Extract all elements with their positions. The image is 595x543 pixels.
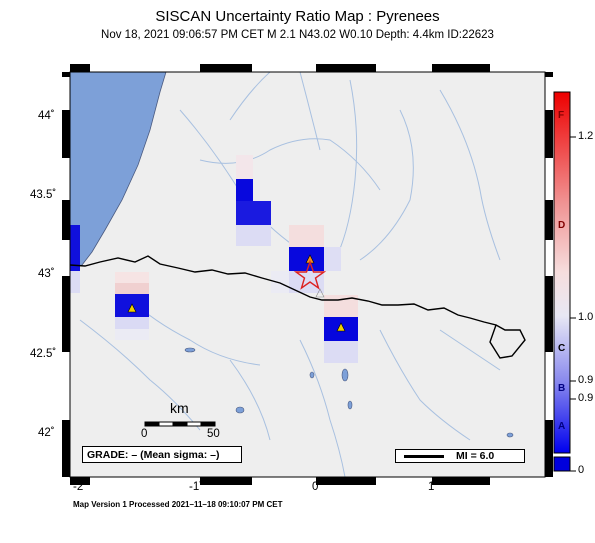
national-border	[70, 255, 526, 359]
colorbar-letter-d: D	[558, 220, 566, 231]
map-frame	[69, 71, 546, 478]
colorbar-value-1-2: 1.2	[578, 130, 594, 142]
scale-end: 50	[207, 428, 220, 440]
processing-footer: Map Version 1 Processed 2021–11–18 09:10…	[73, 500, 283, 509]
station-triangle-south	[336, 322, 346, 332]
colorbar-value-0-9a: 0.9	[578, 374, 594, 386]
colorbar-letter-c: C	[558, 343, 566, 354]
frame-ticks	[62, 64, 553, 485]
lon-label-neg2: -2˚	[73, 481, 88, 493]
map-area	[70, 72, 545, 477]
lon-label-0: 0˚	[312, 481, 323, 493]
mi-bar	[404, 455, 444, 458]
colorbar-value-0: 0	[578, 464, 585, 476]
colorbar-value-0-9b: 0.9	[578, 392, 594, 404]
scale-bar	[144, 421, 216, 427]
station-triangle-west	[127, 303, 137, 313]
map-title: SISCAN Uncertainty Ratio Map : Pyrenees	[155, 8, 440, 25]
lon-label-1: 1˚	[428, 481, 439, 493]
lat-label-42-5: 42.5˚	[30, 348, 57, 360]
lakes	[184, 347, 514, 438]
colorbar	[553, 91, 576, 472]
station-triangle-empty	[315, 288, 325, 298]
colorbar-value-1-0: 1.0	[578, 311, 594, 323]
colorbar-letter-f: F	[558, 110, 565, 121]
lon-label-neg1: -1˚	[189, 481, 204, 493]
colorbar-letter-a: A	[558, 421, 566, 432]
mi-label: MI = 6.0	[456, 450, 495, 462]
mi-legend: MI = 6.0	[395, 449, 525, 463]
grade-legend: GRADE: – (Mean sigma: –)	[82, 446, 242, 463]
colorbar-letter-b: B	[558, 383, 566, 394]
lat-label-42: 42˚	[38, 427, 55, 439]
lat-label-44: 44˚	[38, 110, 55, 122]
lat-label-43: 43˚	[38, 268, 55, 280]
event-subtitle: Nov 18, 2021 09:06:57 PM CET M 2.1 N43.0…	[101, 29, 494, 41]
epicenter-star	[293, 259, 327, 290]
lat-label-43-5: 43.5˚	[30, 189, 57, 201]
scale-unit: km	[170, 400, 189, 416]
scale-start: 0	[141, 428, 148, 440]
